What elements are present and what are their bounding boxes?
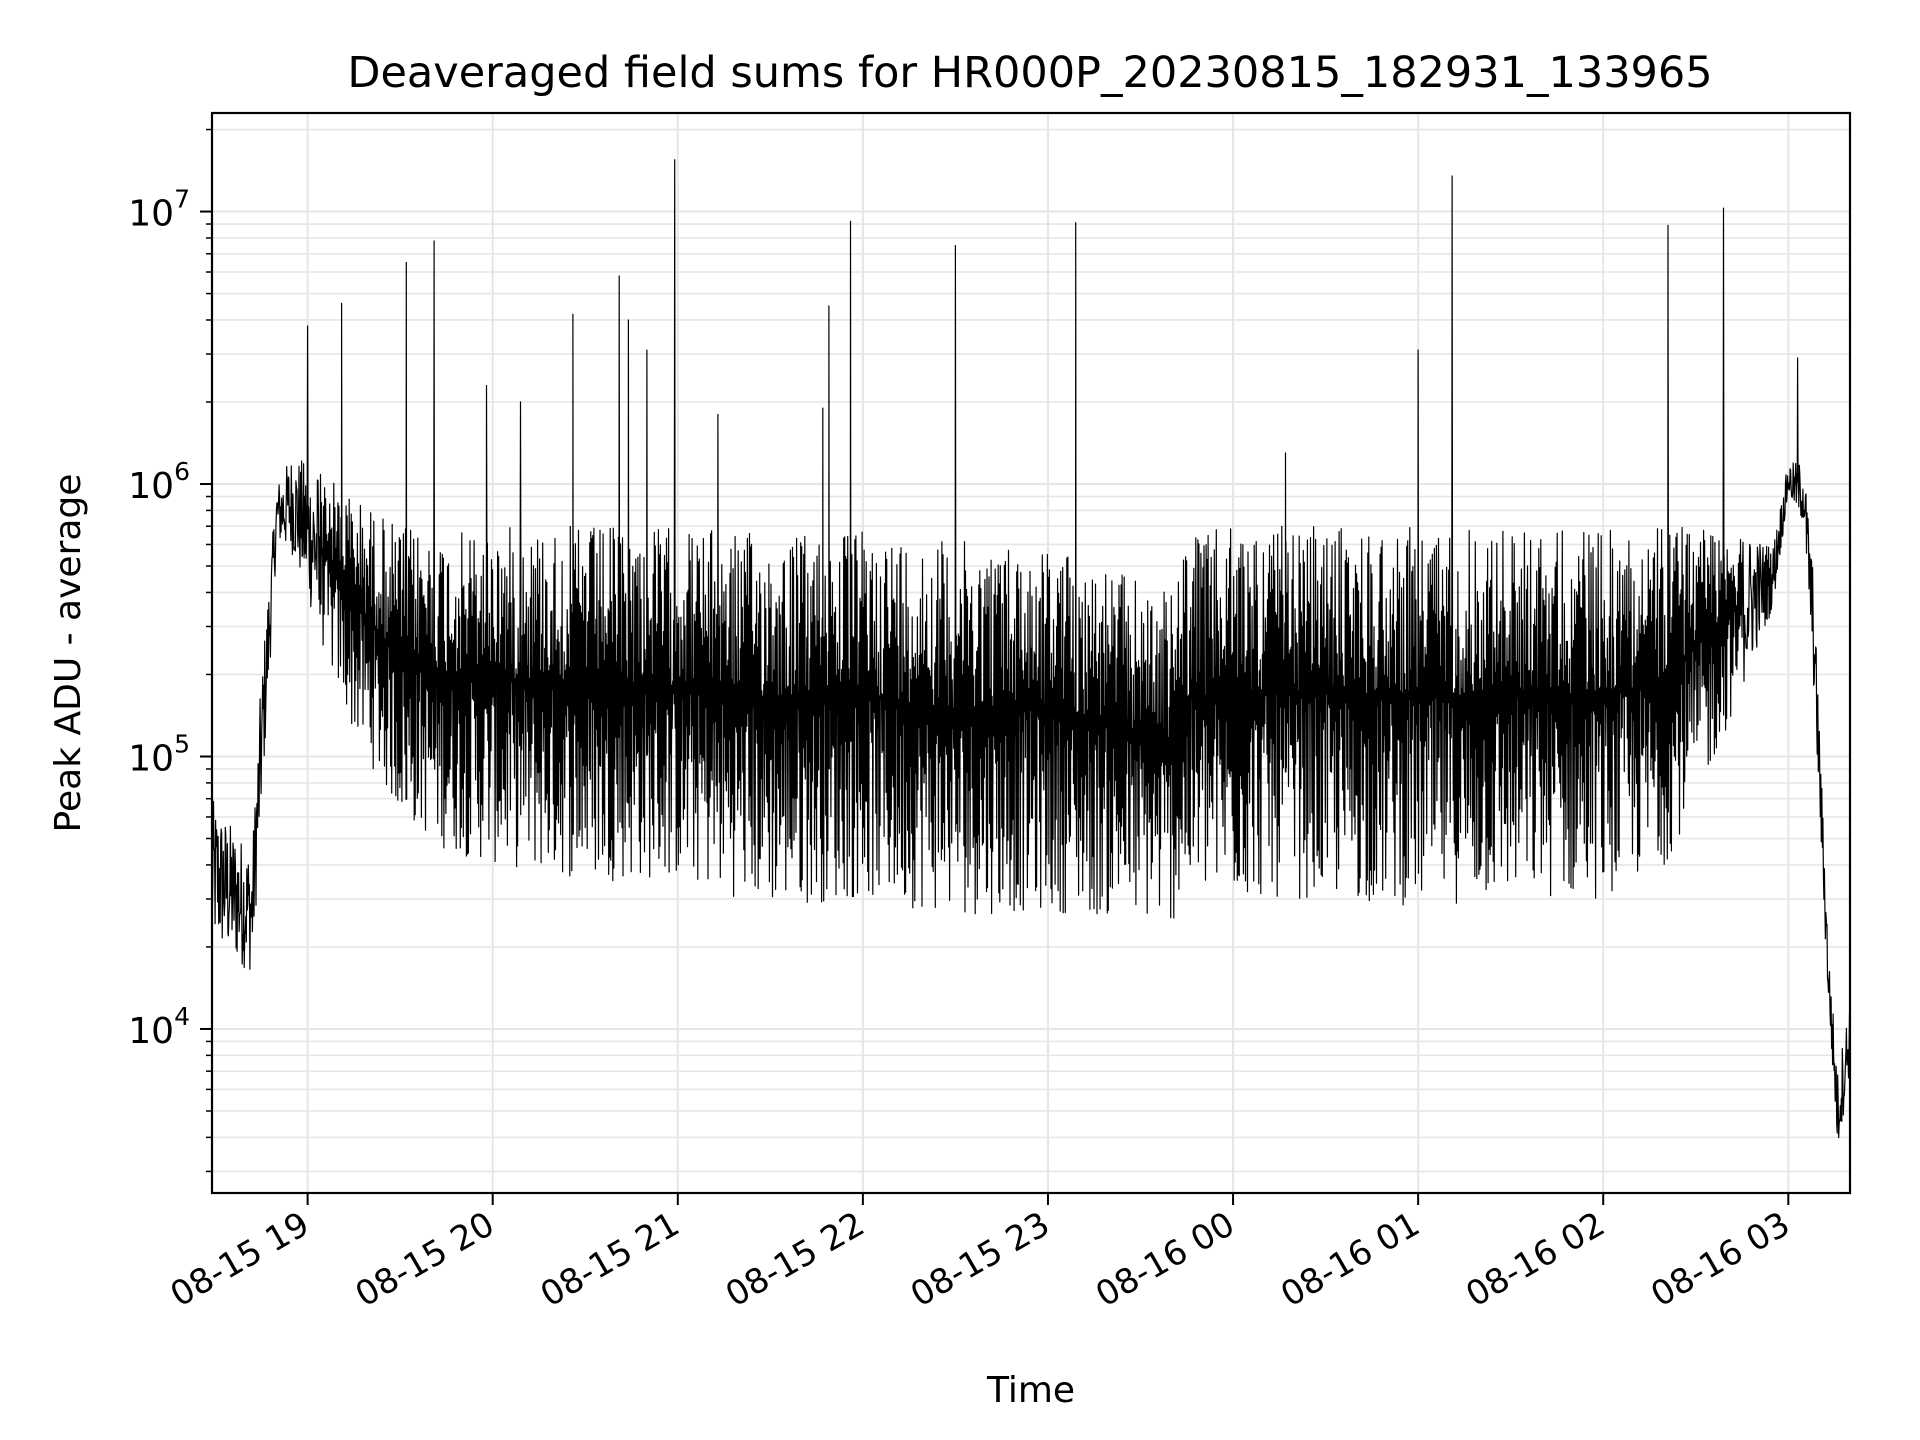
series-layer [211, 159, 1851, 1139]
y-tick-label: 106 [128, 457, 190, 507]
y-tick-label: 104 [128, 1002, 190, 1052]
plot-frame [210, 111, 1852, 1195]
series-line [211, 159, 1851, 1139]
y-tick-label: 107 [128, 185, 190, 235]
y-axis-label: Peak ADU - average [48, 474, 89, 833]
x-axis-label: Time [986, 1370, 1075, 1411]
chart-title: Deaveraged field sums for HR000P_2023081… [347, 48, 1712, 98]
y-tick-label: 105 [128, 729, 190, 779]
y-axis: 104 105 106 107 [128, 128, 212, 1173]
